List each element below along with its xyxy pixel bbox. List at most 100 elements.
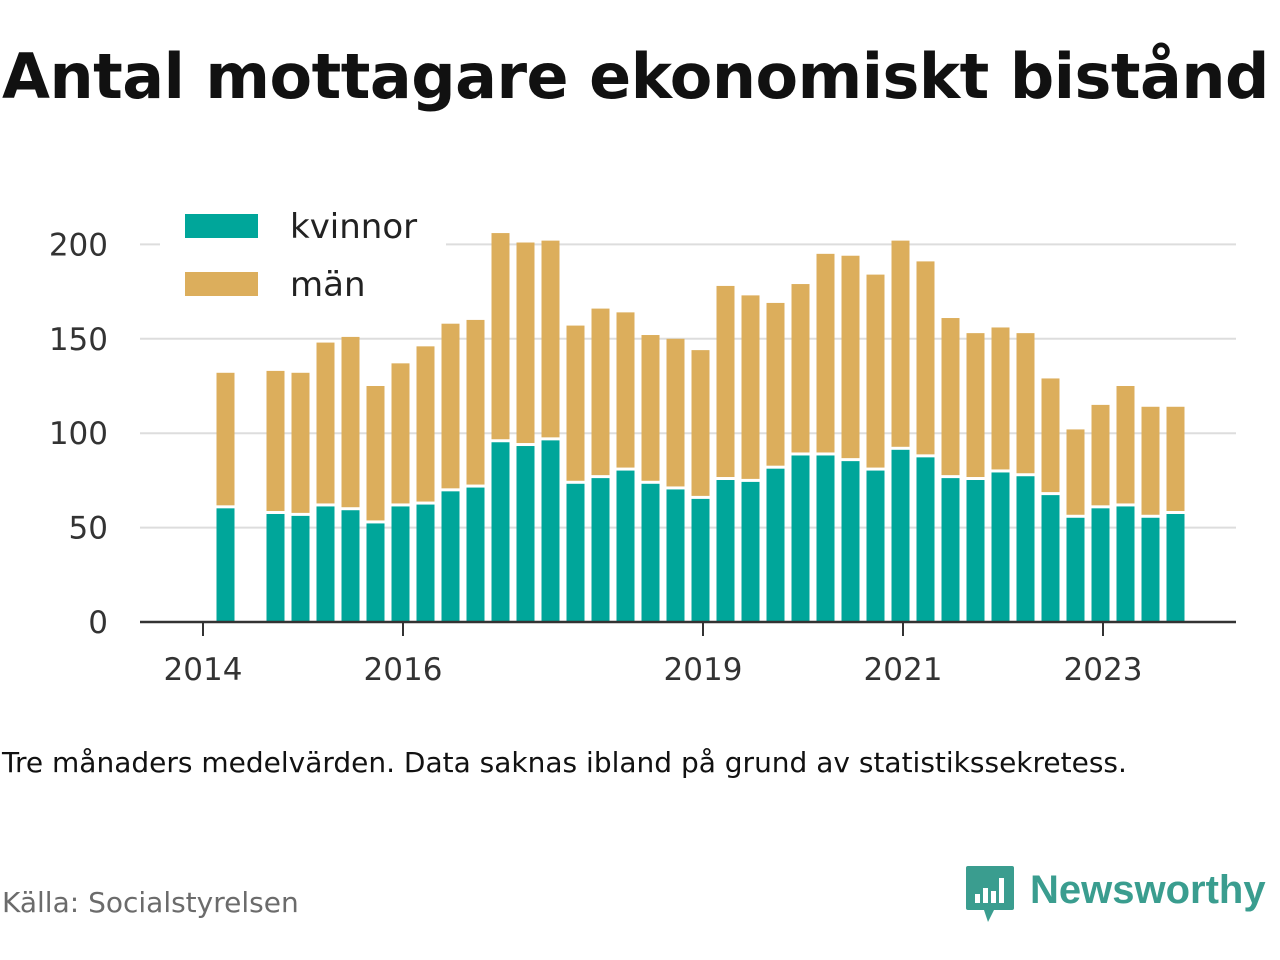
legend-label: kvinnor xyxy=(290,207,417,247)
bar-man xyxy=(216,372,235,506)
bar-man xyxy=(816,253,835,453)
bar-man xyxy=(766,302,785,466)
bar-man xyxy=(1016,333,1035,474)
bar-kvinnor xyxy=(891,449,910,622)
legend-label: män xyxy=(290,265,366,305)
bar-man xyxy=(716,285,735,478)
bar-kvinnor xyxy=(291,515,310,622)
bar-man xyxy=(691,350,710,496)
bar-man xyxy=(916,261,935,455)
x-tick-label: 2023 xyxy=(1064,652,1143,688)
bar-kvinnor xyxy=(941,478,960,622)
bar-man xyxy=(1066,429,1085,515)
bar-man xyxy=(891,240,910,447)
bar-kvinnor xyxy=(591,478,610,622)
y-tick-label: 200 xyxy=(49,227,108,263)
bar-man xyxy=(666,338,685,487)
bar-man xyxy=(741,295,760,479)
legend-swatch xyxy=(185,272,258,296)
bar-kvinnor xyxy=(1016,476,1035,622)
bar-man xyxy=(541,240,560,438)
bar-kvinnor xyxy=(966,480,985,622)
bar-kvinnor xyxy=(791,455,810,622)
bar-man xyxy=(491,233,510,440)
bar-kvinnor xyxy=(466,487,485,622)
bar-kvinnor xyxy=(541,440,560,622)
bar-kvinnor xyxy=(816,455,835,622)
bar-kvinnor xyxy=(616,470,635,622)
x-tick-label: 2016 xyxy=(364,652,443,688)
bar-kvinnor xyxy=(1166,513,1185,622)
x-tick-label: 2014 xyxy=(164,652,243,688)
bar-kvinnor xyxy=(766,468,785,622)
bar-kvinnor xyxy=(991,472,1010,622)
bar-kvinnor xyxy=(366,523,385,622)
brand-name: Newsworthy xyxy=(1030,867,1266,912)
bar-kvinnor xyxy=(866,470,885,622)
bar-man xyxy=(316,342,335,504)
bar-man xyxy=(641,335,660,481)
bar-kvinnor xyxy=(916,457,935,622)
bar-kvinnor xyxy=(1066,517,1085,622)
bar-kvinnor xyxy=(341,510,360,622)
bar-man xyxy=(516,242,535,444)
bar-kvinnor xyxy=(666,489,685,622)
bar-man xyxy=(1091,404,1110,506)
x-tick-label: 2019 xyxy=(664,652,743,688)
newsworthy-chart-bubble-icon xyxy=(966,866,1014,922)
bar-kvinnor xyxy=(1116,506,1135,622)
bar-man xyxy=(941,318,960,476)
bar-kvinnor xyxy=(841,461,860,622)
bar-man xyxy=(341,336,360,508)
bar-kvinnor xyxy=(1041,495,1060,622)
bar-kvinnor xyxy=(316,506,335,622)
legend-swatch xyxy=(185,214,258,238)
bar-man xyxy=(791,284,810,453)
bar-kvinnor xyxy=(391,506,410,622)
bar-man xyxy=(966,333,985,478)
bar-man xyxy=(866,274,885,468)
bar-man xyxy=(1116,386,1135,504)
stacked-bar-chart: 0 50 100 150 200 2014 2016 2019 2021 2023 kvinnor… xyxy=(48,196,1236,688)
bar-man xyxy=(366,386,385,521)
bar-kvinnor xyxy=(441,491,460,622)
bar-kvinnor xyxy=(1091,508,1110,622)
bars xyxy=(216,233,1185,622)
source-credit: Källa: Socialstyrelsen xyxy=(2,886,299,919)
bar-man xyxy=(416,346,435,502)
bar-man xyxy=(291,372,310,513)
y-tick-label: 50 xyxy=(69,511,108,547)
brand-logo[interactable]: Newsworthy xyxy=(964,864,1266,924)
y-tick-label: 0 xyxy=(88,605,108,641)
bar-man xyxy=(991,327,1010,470)
legend: kvinnor män xyxy=(160,196,446,316)
bar-kvinnor xyxy=(491,442,510,622)
bar-man xyxy=(1166,406,1185,511)
y-tick-label: 150 xyxy=(49,322,108,358)
y-tick-label: 100 xyxy=(49,416,108,452)
bar-kvinnor xyxy=(691,498,710,622)
bar-kvinnor xyxy=(516,446,535,622)
axes: 0 50 100 150 200 2014 2016 2019 2021 2023 xyxy=(49,227,1236,688)
bar-kvinnor xyxy=(416,504,435,622)
chart-note: Tre månaders medelvärden. Data saknas ib… xyxy=(2,746,1127,779)
bar-kvinnor xyxy=(1141,517,1160,622)
bar-man xyxy=(616,312,635,468)
bar-kvinnor xyxy=(741,481,760,622)
bar-man xyxy=(391,363,410,504)
bar-kvinnor xyxy=(266,513,285,622)
bar-man xyxy=(1041,378,1060,493)
bar-kvinnor xyxy=(716,480,735,622)
bar-man xyxy=(566,325,585,481)
bar-man xyxy=(466,319,485,485)
bar-kvinnor xyxy=(566,483,585,622)
bar-man xyxy=(591,308,610,476)
bar-kvinnor xyxy=(641,483,660,622)
bar-man xyxy=(441,323,460,489)
bar-man xyxy=(841,255,860,459)
chart-title: Antal mottagare ekonomiskt bistånd xyxy=(2,40,1269,113)
bar-kvinnor xyxy=(216,508,235,622)
bar-man xyxy=(266,370,285,511)
bar-man xyxy=(1141,406,1160,515)
x-tick-label: 2021 xyxy=(864,652,943,688)
